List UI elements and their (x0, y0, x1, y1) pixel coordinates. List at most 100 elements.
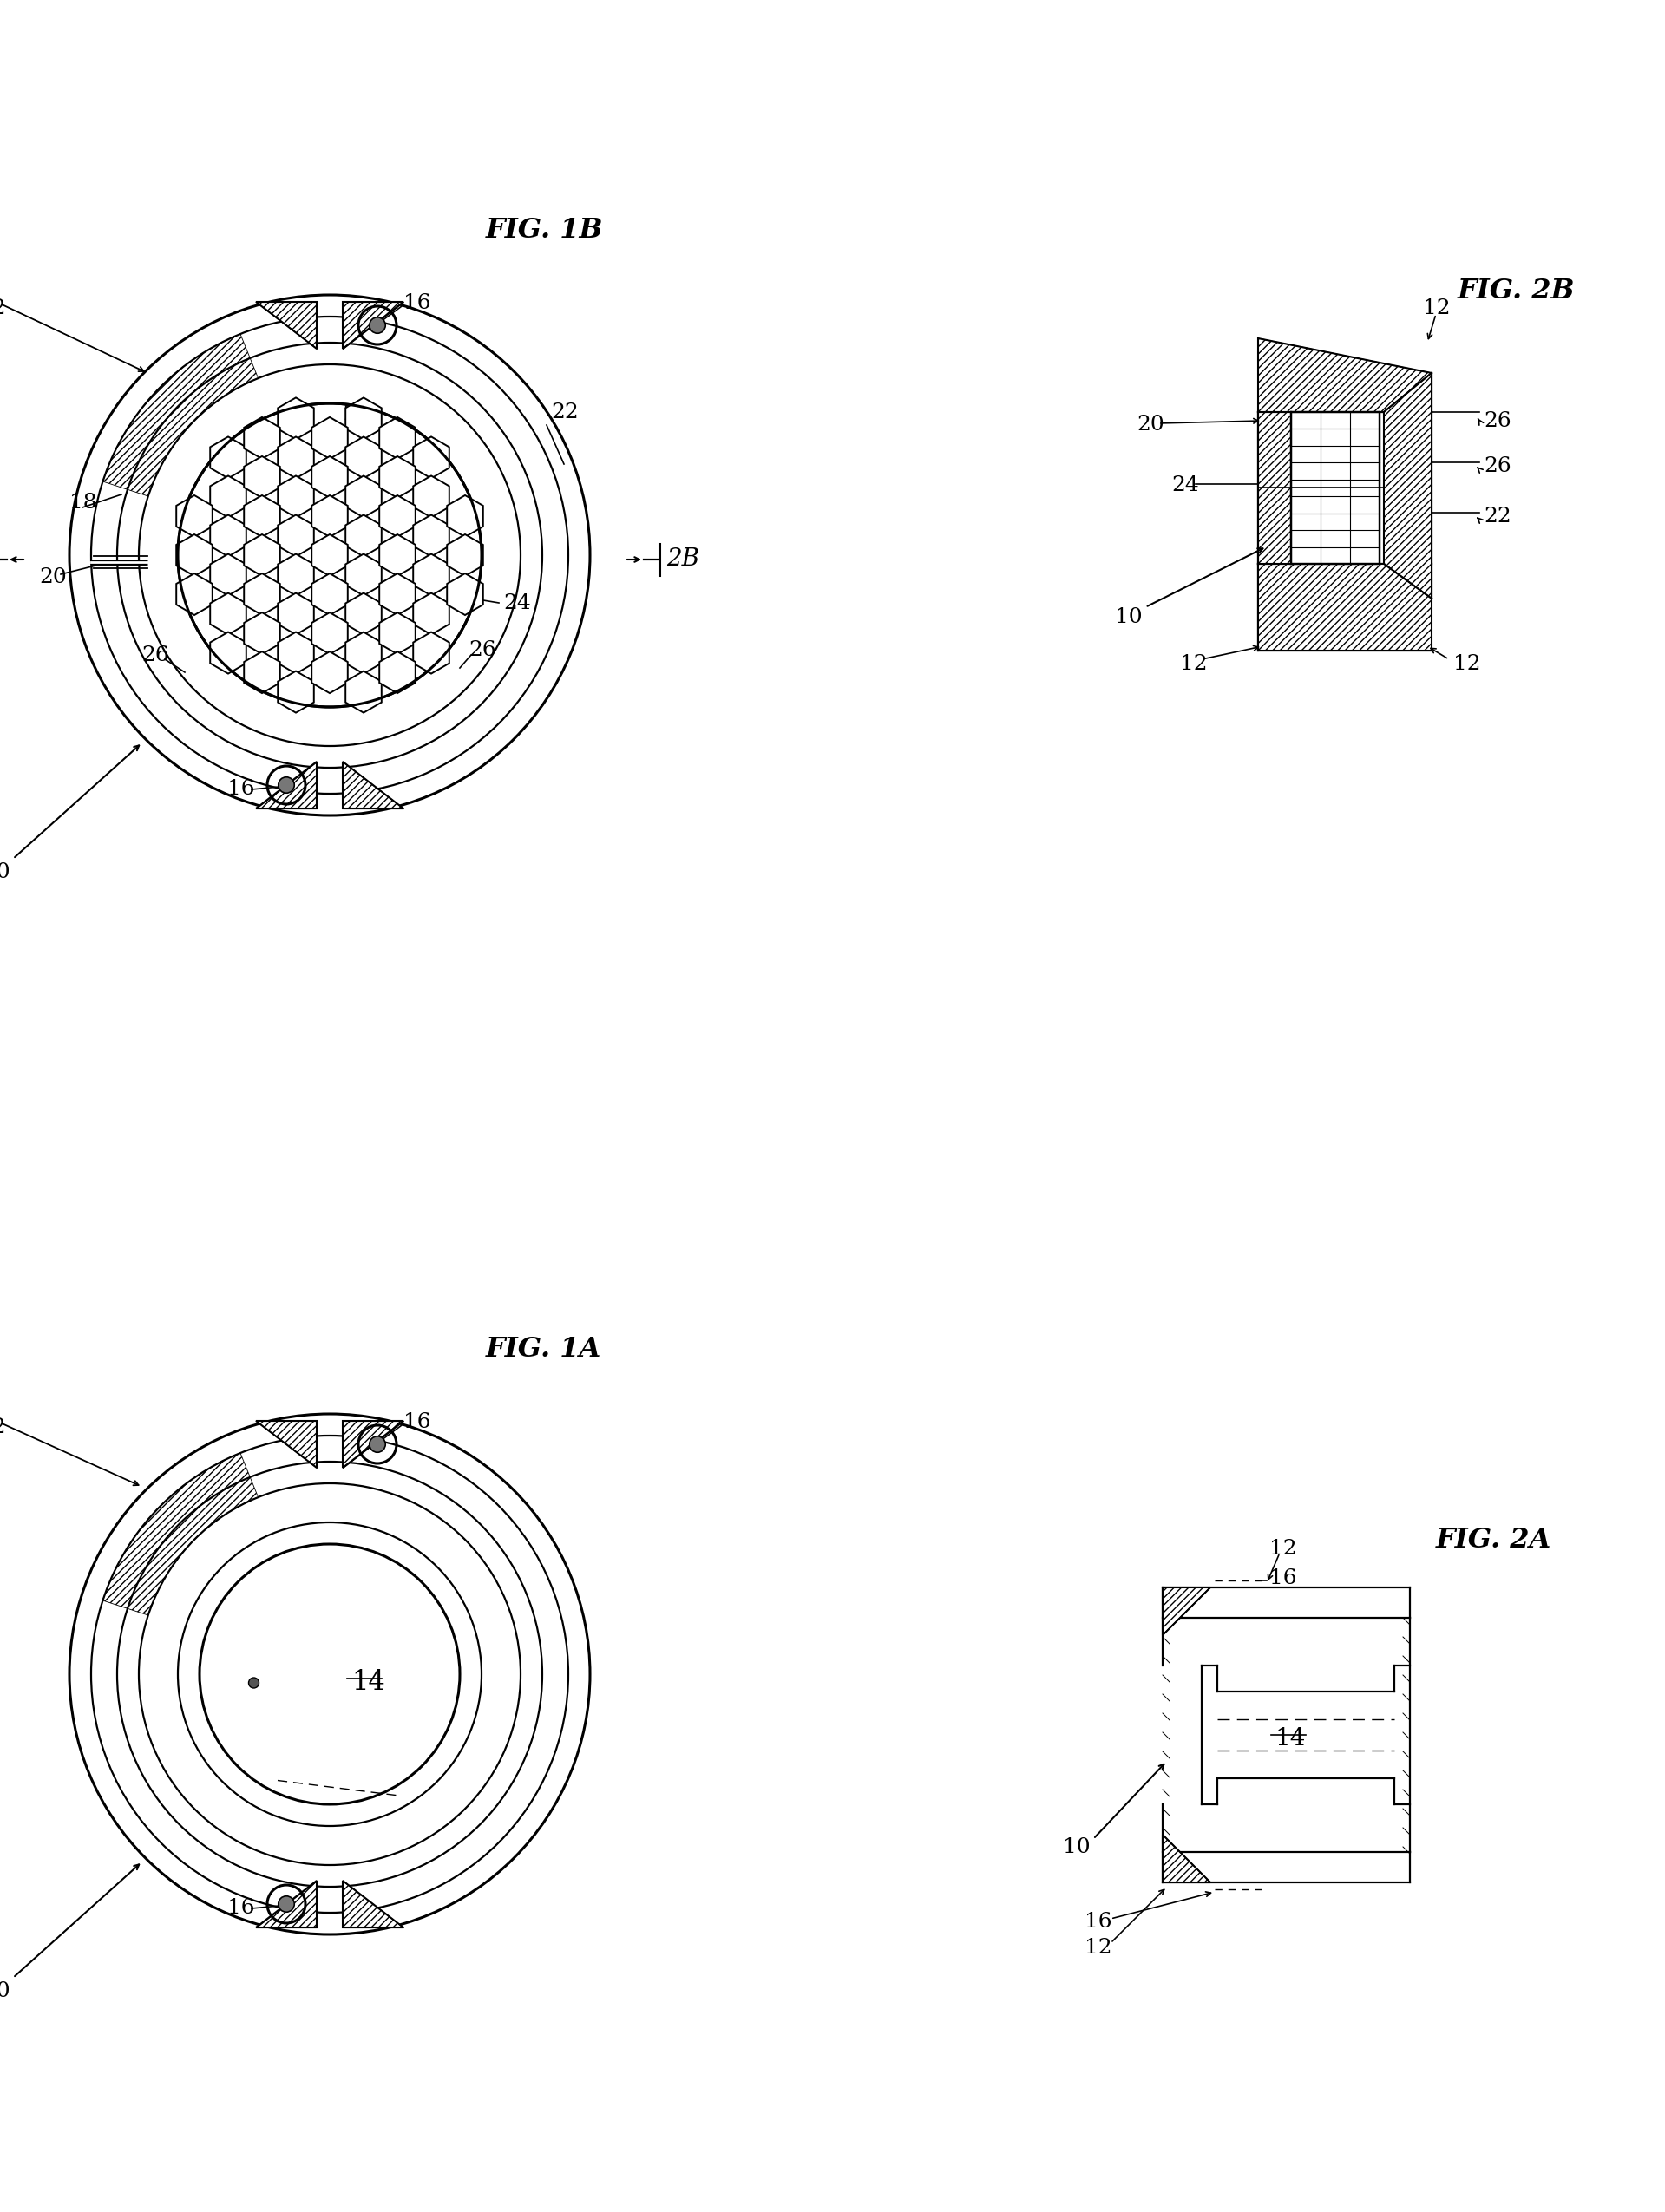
Polygon shape (1259, 564, 1432, 650)
Polygon shape (413, 633, 450, 675)
Polygon shape (256, 301, 316, 349)
Text: 16: 16 (403, 1413, 431, 1433)
Text: 2B: 2B (666, 549, 699, 571)
Polygon shape (1259, 338, 1432, 411)
Text: 16: 16 (228, 1898, 255, 1918)
Polygon shape (311, 535, 348, 575)
Polygon shape (278, 476, 315, 518)
Polygon shape (446, 495, 483, 538)
Text: 26: 26 (1484, 456, 1512, 476)
Text: 16: 16 (403, 294, 431, 314)
Polygon shape (256, 1880, 316, 1927)
Polygon shape (343, 1880, 403, 1927)
Text: FIG. 2A: FIG. 2A (1435, 1526, 1552, 1553)
Polygon shape (311, 495, 348, 538)
Text: 10: 10 (1062, 1838, 1091, 1858)
Polygon shape (446, 535, 483, 575)
Text: 12: 12 (1180, 653, 1207, 675)
Polygon shape (278, 670, 315, 712)
Text: FIG. 1A: FIG. 1A (486, 1336, 601, 1363)
Polygon shape (210, 633, 246, 675)
Text: 20: 20 (38, 566, 67, 586)
Circle shape (370, 1436, 385, 1453)
Polygon shape (278, 553, 315, 595)
Polygon shape (380, 495, 415, 538)
Polygon shape (245, 418, 280, 458)
Polygon shape (210, 515, 246, 557)
Polygon shape (346, 593, 381, 635)
Polygon shape (346, 553, 381, 595)
Text: 16: 16 (1269, 1568, 1297, 1588)
Text: 12: 12 (1424, 299, 1450, 319)
Polygon shape (311, 418, 348, 458)
Polygon shape (413, 593, 450, 635)
Text: 22: 22 (1484, 507, 1512, 526)
Polygon shape (380, 573, 415, 615)
Text: 10: 10 (0, 863, 10, 883)
Text: 12: 12 (1269, 1537, 1297, 1559)
Circle shape (278, 1896, 295, 1911)
Polygon shape (446, 573, 483, 615)
Text: 26: 26 (468, 641, 496, 661)
Polygon shape (176, 535, 213, 575)
Polygon shape (1259, 411, 1290, 564)
Bar (1290, 411, 1380, 564)
Circle shape (370, 316, 385, 334)
Polygon shape (1162, 1834, 1210, 1882)
Polygon shape (245, 613, 280, 655)
Polygon shape (176, 495, 213, 538)
Polygon shape (346, 398, 381, 440)
Polygon shape (278, 398, 315, 440)
Polygon shape (210, 476, 246, 518)
Polygon shape (346, 476, 381, 518)
Polygon shape (311, 573, 348, 615)
Text: 14: 14 (1275, 1728, 1305, 1752)
Polygon shape (380, 456, 415, 498)
Polygon shape (278, 436, 315, 478)
Polygon shape (380, 535, 415, 575)
Polygon shape (1162, 1588, 1210, 1635)
Polygon shape (346, 670, 381, 712)
Polygon shape (245, 653, 280, 692)
Text: 12: 12 (1454, 653, 1480, 675)
Text: 16: 16 (228, 779, 255, 799)
Text: FIG. 2B: FIG. 2B (1457, 276, 1575, 303)
Polygon shape (311, 613, 348, 655)
Text: 12: 12 (0, 299, 5, 319)
Polygon shape (256, 761, 316, 807)
Polygon shape (413, 476, 450, 518)
Polygon shape (210, 593, 246, 635)
Polygon shape (380, 418, 415, 458)
Text: 24: 24 (503, 593, 531, 613)
Polygon shape (278, 593, 315, 635)
Text: FIG. 1B: FIG. 1B (486, 217, 603, 243)
Circle shape (278, 776, 295, 794)
Polygon shape (311, 653, 348, 692)
Polygon shape (346, 436, 381, 478)
Circle shape (248, 1677, 260, 1688)
Polygon shape (245, 456, 280, 498)
Polygon shape (343, 761, 403, 807)
Text: 10: 10 (1116, 608, 1142, 628)
Polygon shape (245, 495, 280, 538)
Text: 24: 24 (1170, 476, 1199, 495)
Polygon shape (245, 573, 280, 615)
Polygon shape (343, 301, 403, 349)
Text: 26: 26 (1484, 411, 1512, 431)
Polygon shape (278, 515, 315, 557)
Text: 10: 10 (0, 1980, 10, 2002)
Polygon shape (346, 515, 381, 557)
Circle shape (181, 407, 478, 703)
Polygon shape (256, 1420, 316, 1469)
Polygon shape (380, 613, 415, 655)
Text: 12: 12 (1084, 1938, 1112, 1958)
Polygon shape (278, 633, 315, 675)
Polygon shape (380, 653, 415, 692)
Text: 14: 14 (351, 1670, 385, 1697)
Polygon shape (343, 1420, 403, 1469)
Text: 18: 18 (70, 493, 97, 513)
Text: 26: 26 (343, 405, 370, 425)
Text: 26: 26 (142, 646, 168, 666)
Text: 16: 16 (1084, 1911, 1112, 1931)
Polygon shape (210, 553, 246, 595)
